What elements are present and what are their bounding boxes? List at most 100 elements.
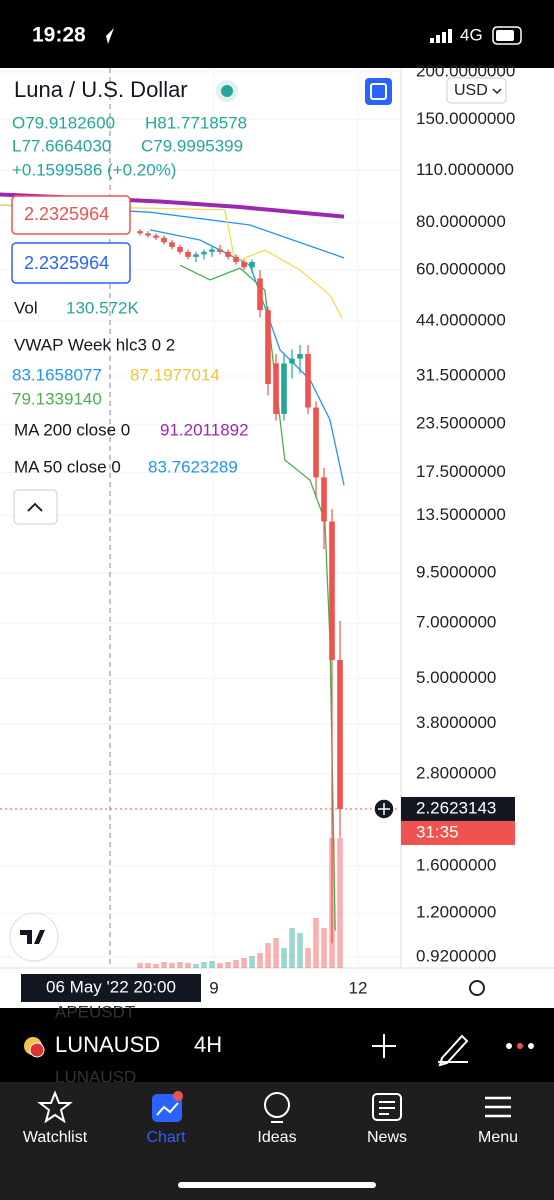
volume-bar [193,964,199,968]
y-tick-label: 23.5000000 [416,414,506,433]
collapse-button[interactable] [13,489,58,525]
settings-button[interactable] [469,980,485,996]
vwap-upper: 87.1977014 [130,365,220,384]
ma200-label: MA 200 close 0 [14,420,130,439]
volume-bar [241,958,247,968]
candle-body [273,363,279,414]
indicator-line [179,264,336,931]
x-tick-label: 12 [349,978,368,997]
y-tick-label: 5.0000000 [416,668,496,687]
countdown: 31:35 [416,822,459,841]
candle-body [249,261,255,268]
low: L77.6664030 [12,136,111,155]
y-tick-label: 1.2000000 [416,903,496,922]
high: H81.7718578 [145,113,247,132]
tab-bar [0,1082,554,1200]
symbol[interactable]: LUNAUSD [55,1032,160,1057]
location-icon [100,28,114,44]
symbol-title: Luna / U.S. Dollar [14,77,188,102]
last-price-box [401,796,515,821]
more-button[interactable] [506,1043,534,1049]
ghost-symbol: LUNAUSD [55,1067,136,1086]
volume-bar [177,962,183,968]
dropdown-arrow [492,88,502,95]
tab[interactable]: Menu [478,1129,518,1146]
candle-body [225,251,231,257]
tab[interactable]: News [367,1129,407,1146]
currency-select[interactable] [446,77,507,104]
x-tick-label: 9 [209,978,218,997]
volume-bar [233,960,239,968]
candle-body [137,231,143,234]
change: +0.1599586 (+0.20%) [12,160,176,179]
tab[interactable]: Watchlist [23,1129,88,1146]
price-blue: 2.2325964 [24,253,109,273]
notification-dot [173,1091,183,1101]
volume-bar [225,962,231,968]
candle-body [265,310,271,384]
close: C79.9995399 [141,136,243,155]
candle-body [193,254,199,257]
currency: USD [454,82,488,99]
candle-body [321,477,327,522]
candle-body [169,242,175,248]
candle-body [177,247,183,252]
candle-body [281,363,287,414]
y-tick-label: 13.5000000 [416,505,506,524]
indicator-line [149,229,345,486]
volume-bar [249,956,255,968]
price-box-blue [11,242,131,284]
price-box-red [11,195,131,235]
menu-icon[interactable] [485,1096,511,1118]
y-tick-label: 2.8000000 [416,763,496,782]
chart-icon-line [156,1102,179,1116]
candle-body [201,251,207,255]
ma200-value: 91.2011892 [160,420,249,439]
last-price: 2.2623143 [416,798,496,817]
news-icon[interactable] [372,1093,402,1121]
open: O79.9182600 [12,113,115,132]
axis-overlay: 06 May '22 20:00 200.0000000 150.0000000 1… [21,62,515,1002]
vol-label: Vol [14,298,38,317]
vwap-value: 83.1658077 [12,365,102,384]
chart-icon[interactable] [152,1094,182,1122]
volume-bar [201,962,207,968]
candle-body [337,659,343,809]
tv-logo-bg [9,912,59,962]
interval[interactable]: 4H [194,1032,222,1057]
candle-body [297,354,303,359]
volume-bar [281,948,287,968]
battery-level [496,30,514,41]
candle-body [153,235,159,238]
volume-bar [209,961,215,968]
ma50-label: MA 50 close 0 [14,457,121,476]
y-tick-label: 44.0000000 [416,310,506,329]
y-tick-label: 3.8000000 [416,713,496,732]
signal-icon [430,29,452,43]
candle-body [233,256,239,262]
volume-bar [169,963,175,968]
candle-body [185,251,191,257]
tab[interactable]: Chart [146,1129,186,1146]
candle-body [145,233,151,236]
candle-body [257,278,263,311]
vwap-label: VWAP Week hlc3 0 2 [14,335,175,354]
candle-body [305,354,311,408]
tab[interactable]: Ideas [257,1129,296,1146]
indicator-line [0,204,343,319]
watchlist-icon[interactable] [37,1090,73,1124]
y-tick-label: 110.0000000 [416,160,514,179]
draw-button[interactable] [438,1034,469,1067]
ideas-icon[interactable] [264,1092,290,1118]
candle-body [161,237,167,243]
y-tick-label: 200.0000000 [416,62,515,81]
candle-body [329,521,335,660]
volume-bar [153,964,159,968]
y-tick-label: 7.0000000 [416,613,496,632]
fullscreen-button[interactable] [365,78,392,105]
collapse-icon [27,502,43,512]
ghost-symbol: APEUSDT [55,1002,135,1021]
add-button[interactable] [372,1034,396,1058]
tv-logo [20,930,45,944]
